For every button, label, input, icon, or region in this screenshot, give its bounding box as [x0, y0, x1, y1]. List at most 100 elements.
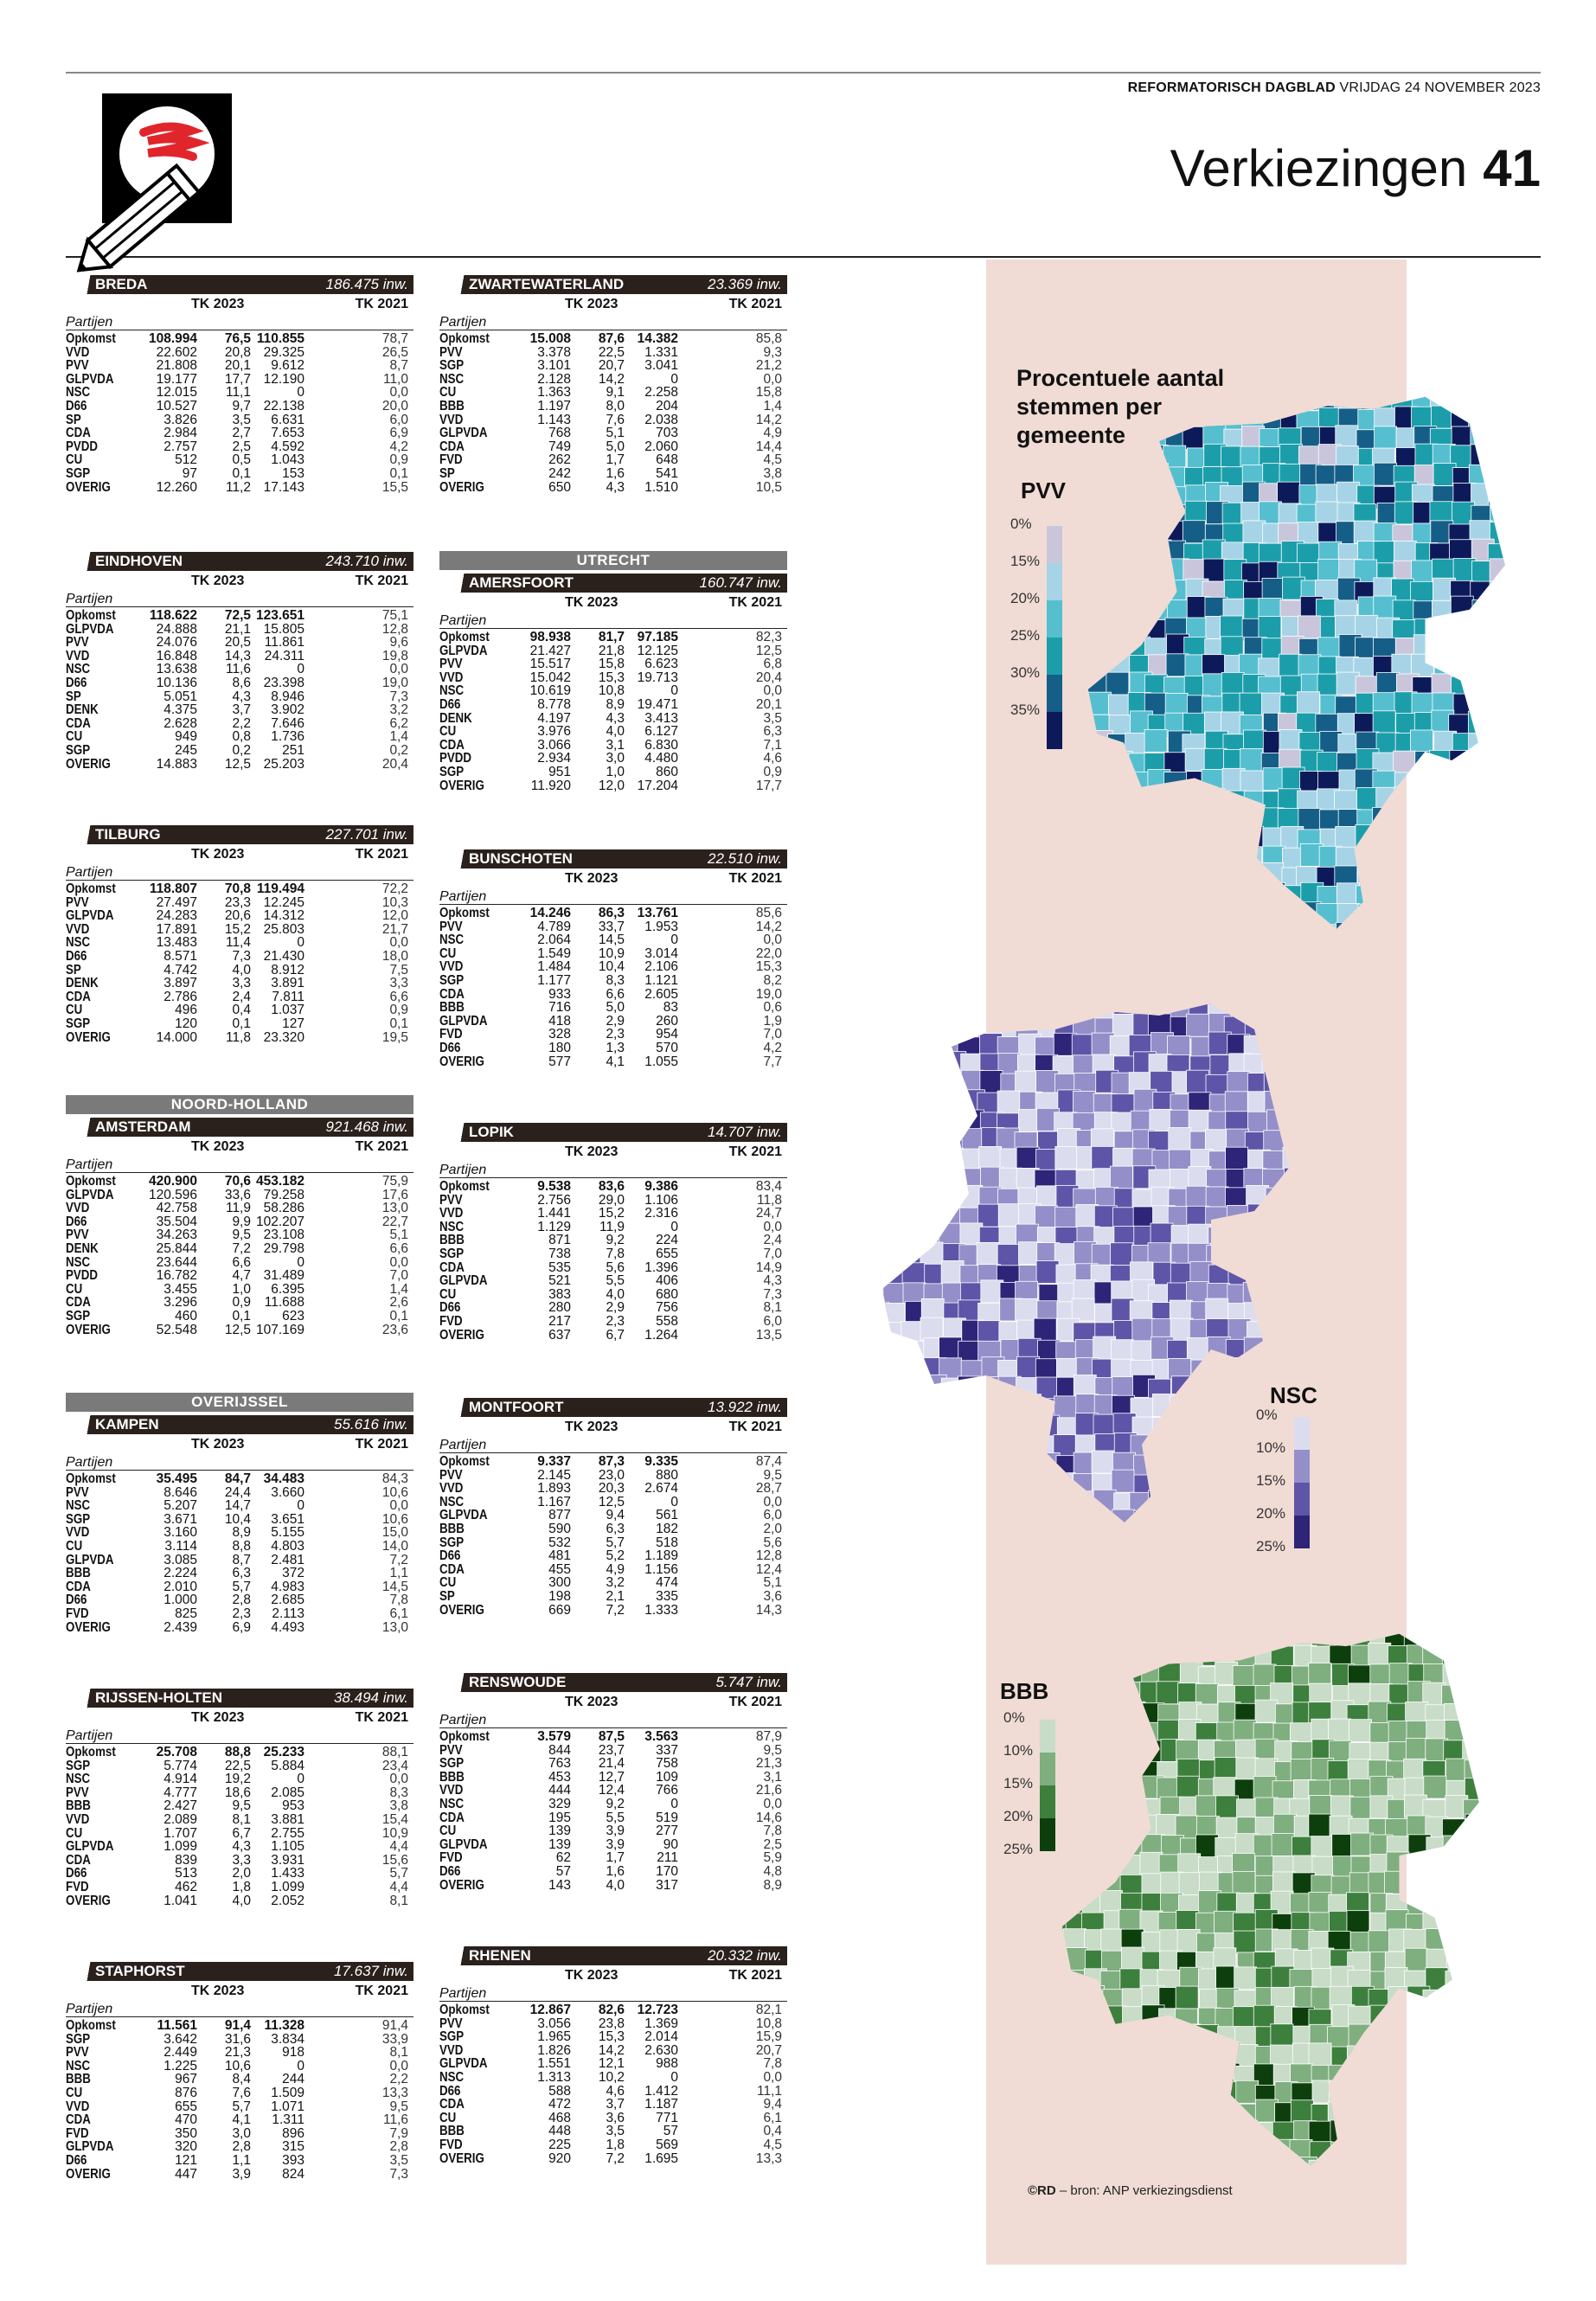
- municipality-cell: [1464, 2064, 1479, 2088]
- municipality-cell: [940, 1489, 965, 1513]
- municipality-cell: [1460, 1966, 1479, 1990]
- municipality-cell: [883, 1226, 907, 1250]
- municipality-cell: [1488, 866, 1505, 890]
- table-row: GLPVDA 120.596 33,6 79.258 17,6: [66, 1187, 413, 1202]
- municipality-cell: [920, 1131, 945, 1155]
- municipality-cell: [1235, 2080, 1259, 2104]
- pct-2023: 84,7: [224, 1471, 251, 1486]
- table-row: Opkomst 98.938 81,7 97.185 82,3: [439, 631, 787, 644]
- municipality-cell: [1349, 2119, 1374, 2143]
- municipality-cell: [1133, 1454, 1157, 1478]
- municipality-cell: [1115, 975, 1138, 997]
- municipality-cell: [1196, 2157, 1220, 2166]
- municipality-cell: [1083, 1739, 1107, 1763]
- municipality-cell: [1411, 653, 1434, 677]
- municipality-cell: [1110, 445, 1134, 470]
- pct-2021: 7,2: [389, 1552, 408, 1567]
- municipality-cell: [943, 1394, 967, 1419]
- votes-2021: 110.855: [256, 331, 304, 346]
- votes-2021: 17.143: [263, 479, 304, 495]
- municipality-cell: [1461, 2178, 1484, 2201]
- municipality-cell: [1481, 2161, 1503, 2183]
- municipality-cell: [1329, 2157, 1353, 2166]
- municipality-cell: [1242, 943, 1265, 965]
- nsc-legend-title: NSC: [1270, 1382, 1317, 1408]
- party-name: NSC: [66, 1772, 91, 1787]
- municipality-cell: [1213, 2123, 1237, 2147]
- municipality-cell: [1035, 1511, 1059, 1522]
- municipality-cell: [1088, 448, 1112, 471]
- province-header: UTRECHT: [439, 551, 787, 570]
- municipality-cell: [1167, 1454, 1191, 1478]
- municipality-cell: [902, 1204, 926, 1228]
- municipality-cell: [1430, 902, 1454, 926]
- municipality-cell: [1387, 2140, 1411, 2163]
- municipality-cell: [1266, 1303, 1289, 1327]
- municipality-cell: [1481, 2122, 1503, 2144]
- municipality-cell: [1425, 1928, 1449, 1952]
- pct-2023: 14,7: [224, 1498, 251, 1514]
- pct-2021: 14,0: [381, 1538, 408, 1554]
- municipality-cell: [1148, 539, 1172, 563]
- municipality-cell: [1254, 2138, 1279, 2162]
- municipality-cell: [1101, 2120, 1125, 2144]
- municipality-cell: [940, 1128, 965, 1152]
- municipality-cell: [1081, 1984, 1105, 2009]
- result-rows: Opkomst 25.708 88,8 25.233 88,1 SGP 5.774 22,5 5…: [66, 1746, 413, 1907]
- votes-2021: 79.258: [263, 1187, 304, 1202]
- municipality-cell: [1103, 2080, 1127, 2105]
- municipality-cell: [1232, 1870, 1256, 1894]
- municipality-cell: [1272, 2180, 1294, 2202]
- pct-2021: 8,3: [389, 1785, 408, 1800]
- municipality-cell: [882, 1070, 887, 1093]
- municipality-cell: [1223, 1431, 1247, 1455]
- municipality-cell: [1263, 1241, 1287, 1266]
- pct-2023: 24,4: [224, 1484, 251, 1500]
- municipality-cell: [1091, 396, 1115, 414]
- municipality-cell: [1509, 844, 1531, 867]
- municipality-cell: [1239, 396, 1263, 414]
- municipality-cell: [1147, 939, 1170, 962]
- votes-2021: 0: [297, 1772, 304, 1787]
- municipality-cell: [1442, 1989, 1465, 2013]
- votes-2021: 953: [282, 1798, 304, 1814]
- municipality-cell: [1128, 560, 1151, 584]
- pct-2021: 9,5: [389, 2099, 408, 2114]
- municipality-cell: [1196, 2044, 1220, 2068]
- municipality-cell: [1425, 1633, 1449, 1650]
- votes-2023: 10.527: [156, 398, 197, 413]
- municipality-cell: [1106, 903, 1131, 927]
- municipality-cell: [1129, 808, 1153, 832]
- votes-2023: 2.128: [537, 371, 571, 387]
- result-rows: Opkomst 118.807 70,8 119.494 72,2 PVV 27.497 23…: [66, 882, 413, 1044]
- pct-2021: 26,5: [381, 344, 408, 360]
- municipality-cell: [1035, 979, 1058, 1002]
- municipality-cell: [1247, 1203, 1271, 1227]
- table-row: Opkomst 15.008 87,6 14.382 85,8: [439, 332, 787, 346]
- municipality-cell: [1431, 922, 1455, 929]
- table-row: FVD 825 2,3 2.113 6,1: [66, 1607, 413, 1621]
- pvv-legend-label: 30%: [1010, 664, 1041, 681]
- municipality-cell: [1488, 848, 1505, 872]
- pct-2021: 0,0: [763, 371, 782, 387]
- municipality-cell: [1233, 1930, 1257, 1954]
- party-name: OVERIG: [66, 1029, 111, 1045]
- municipality-cell: [1486, 767, 1505, 792]
- municipality-cell: [1285, 1014, 1289, 1038]
- votes-2023: 1.363: [537, 385, 571, 401]
- table-row: SP 242 1,6 541 3,8: [439, 467, 787, 481]
- municipality-cell: [882, 1186, 886, 1210]
- municipality-cell: [979, 1529, 1002, 1551]
- municipality-cell: [1336, 481, 1360, 505]
- municipality-cell: [1090, 749, 1114, 772]
- municipality-cell: [1165, 407, 1189, 431]
- result-rows: Opkomst 98.938 81,7 97.185 82,3 GLPVDA 21.427 2…: [439, 631, 787, 792]
- municipality-cell: [1015, 1003, 1039, 1017]
- votes-2021: 2.038: [644, 412, 678, 427]
- party-name: CU: [66, 1538, 83, 1554]
- pct-2023: 20,5: [224, 635, 251, 651]
- municipality-cell: [1014, 1452, 1038, 1476]
- table-row: BBB 2.224 6,3 372 1,1: [66, 1567, 413, 1580]
- municipality-cell: [943, 1528, 965, 1550]
- municipality-cell: [1413, 881, 1437, 906]
